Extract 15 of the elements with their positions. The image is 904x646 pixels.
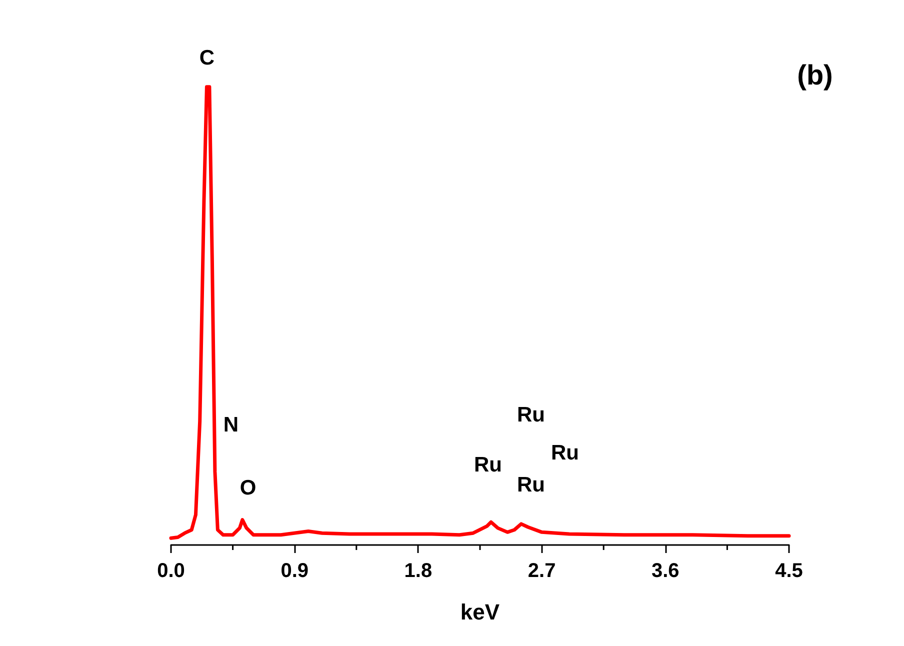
- text: (b): [797, 60, 833, 90]
- text: C: [199, 46, 215, 70]
- annotation: N: [223, 414, 239, 436]
- annotation: O: [240, 476, 256, 500]
- x-tick-label: 2.7: [528, 560, 556, 582]
- x-tick-label: 0.0: [157, 560, 185, 582]
- x-axis-title: keV: [460, 600, 500, 624]
- x-tick-label: 4.5: [775, 560, 803, 582]
- x-tick-label: 3.6: [651, 560, 680, 582]
- annotation: Ru: [474, 454, 502, 476]
- annotation: Ru: [517, 404, 545, 426]
- x-tick-label: 1.8: [404, 560, 432, 582]
- annotation: Ru: [517, 474, 545, 496]
- x-tick-label: 0.9: [280, 560, 309, 582]
- annotation: Ru: [551, 442, 579, 464]
